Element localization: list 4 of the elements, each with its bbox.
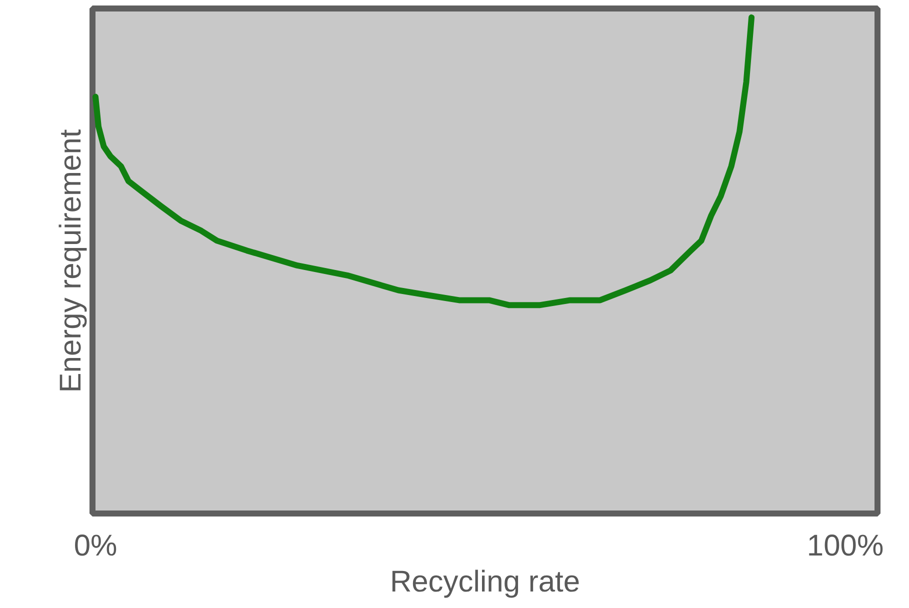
x-tick-label: 100% (806, 530, 884, 562)
x-tick-label: 0% (74, 530, 118, 562)
x-axis-title: Recycling rate (390, 566, 580, 598)
y-axis-title: Energy requirement (54, 128, 88, 393)
